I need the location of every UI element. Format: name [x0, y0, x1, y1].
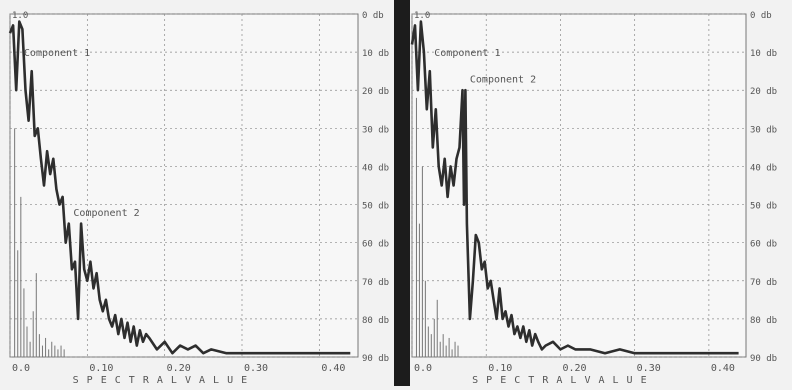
- x-axis-label: S P E C T R A L V A L U E: [73, 375, 249, 386]
- plot-area: [411, 13, 747, 358]
- x-tick-label: 0.0: [414, 363, 432, 374]
- y-tick-label: 20 db: [750, 87, 777, 97]
- y-tick-label: 70 db: [362, 278, 389, 288]
- y-tick-label: 10 db: [750, 49, 777, 59]
- x-tick-label: 0.0: [12, 363, 30, 374]
- x-tick-label: 0.30: [637, 363, 661, 374]
- y-tick-label: 40 db: [362, 163, 389, 173]
- spectrum-line: [410, 20, 739, 355]
- y-tick-label: 30 db: [362, 125, 389, 135]
- x-tick-label: 0.30: [244, 363, 268, 374]
- y-tick-label: 0 db: [750, 11, 772, 21]
- corner-label: 1.0: [12, 11, 28, 21]
- x-tick-label: 0.20: [167, 363, 191, 374]
- component-annotation: Component 2: [73, 208, 139, 219]
- y-tick-label: 60 db: [362, 240, 389, 250]
- x-tick-label: 0.10: [89, 363, 113, 374]
- y-tick-label: 50 db: [750, 202, 777, 212]
- y-tick-label: 70 db: [750, 278, 777, 288]
- y-tick-label: 0 db: [362, 11, 384, 21]
- x-axis-label: S P E C T R A L V A L U E: [472, 375, 648, 386]
- y-tick-label: 90 db: [362, 354, 389, 364]
- component-annotation: Component 1: [24, 48, 90, 59]
- x-tick-label: 0.10: [488, 363, 512, 374]
- y-tick-label: 80 db: [750, 316, 777, 326]
- left-spectral-panel: 0 db 10 db 20 db 30 db 40 db 50 db 60 db 70 db 8…: [8, 11, 389, 386]
- y-tick-label: 50 db: [362, 202, 389, 212]
- y-tick-label: 60 db: [750, 240, 777, 250]
- y-tick-label: 20 db: [362, 87, 389, 97]
- x-tick-label: 0.20: [562, 363, 586, 374]
- y-tick-label: 30 db: [750, 125, 777, 135]
- x-tick-label: 0.40: [321, 363, 345, 374]
- right-spectral-panel: 0 db 10 db 20 db 30 db 40 db 50 db 60 db 70 db 8…: [410, 11, 777, 386]
- y-tick-label: 10 db: [362, 49, 389, 59]
- plot-area: [9, 13, 359, 358]
- corner-label: 1.0: [414, 11, 430, 21]
- y-tick-label: 90 db: [750, 354, 777, 364]
- x-tick-label: 0.40: [711, 363, 735, 374]
- component-annotation: Component 2: [470, 75, 536, 86]
- spectrum-line: [8, 20, 351, 355]
- y-tick-label: 80 db: [362, 316, 389, 326]
- y-tick-label: 40 db: [750, 163, 777, 173]
- panel-divider: [394, 0, 410, 386]
- component-annotation: Component 1: [434, 48, 500, 59]
